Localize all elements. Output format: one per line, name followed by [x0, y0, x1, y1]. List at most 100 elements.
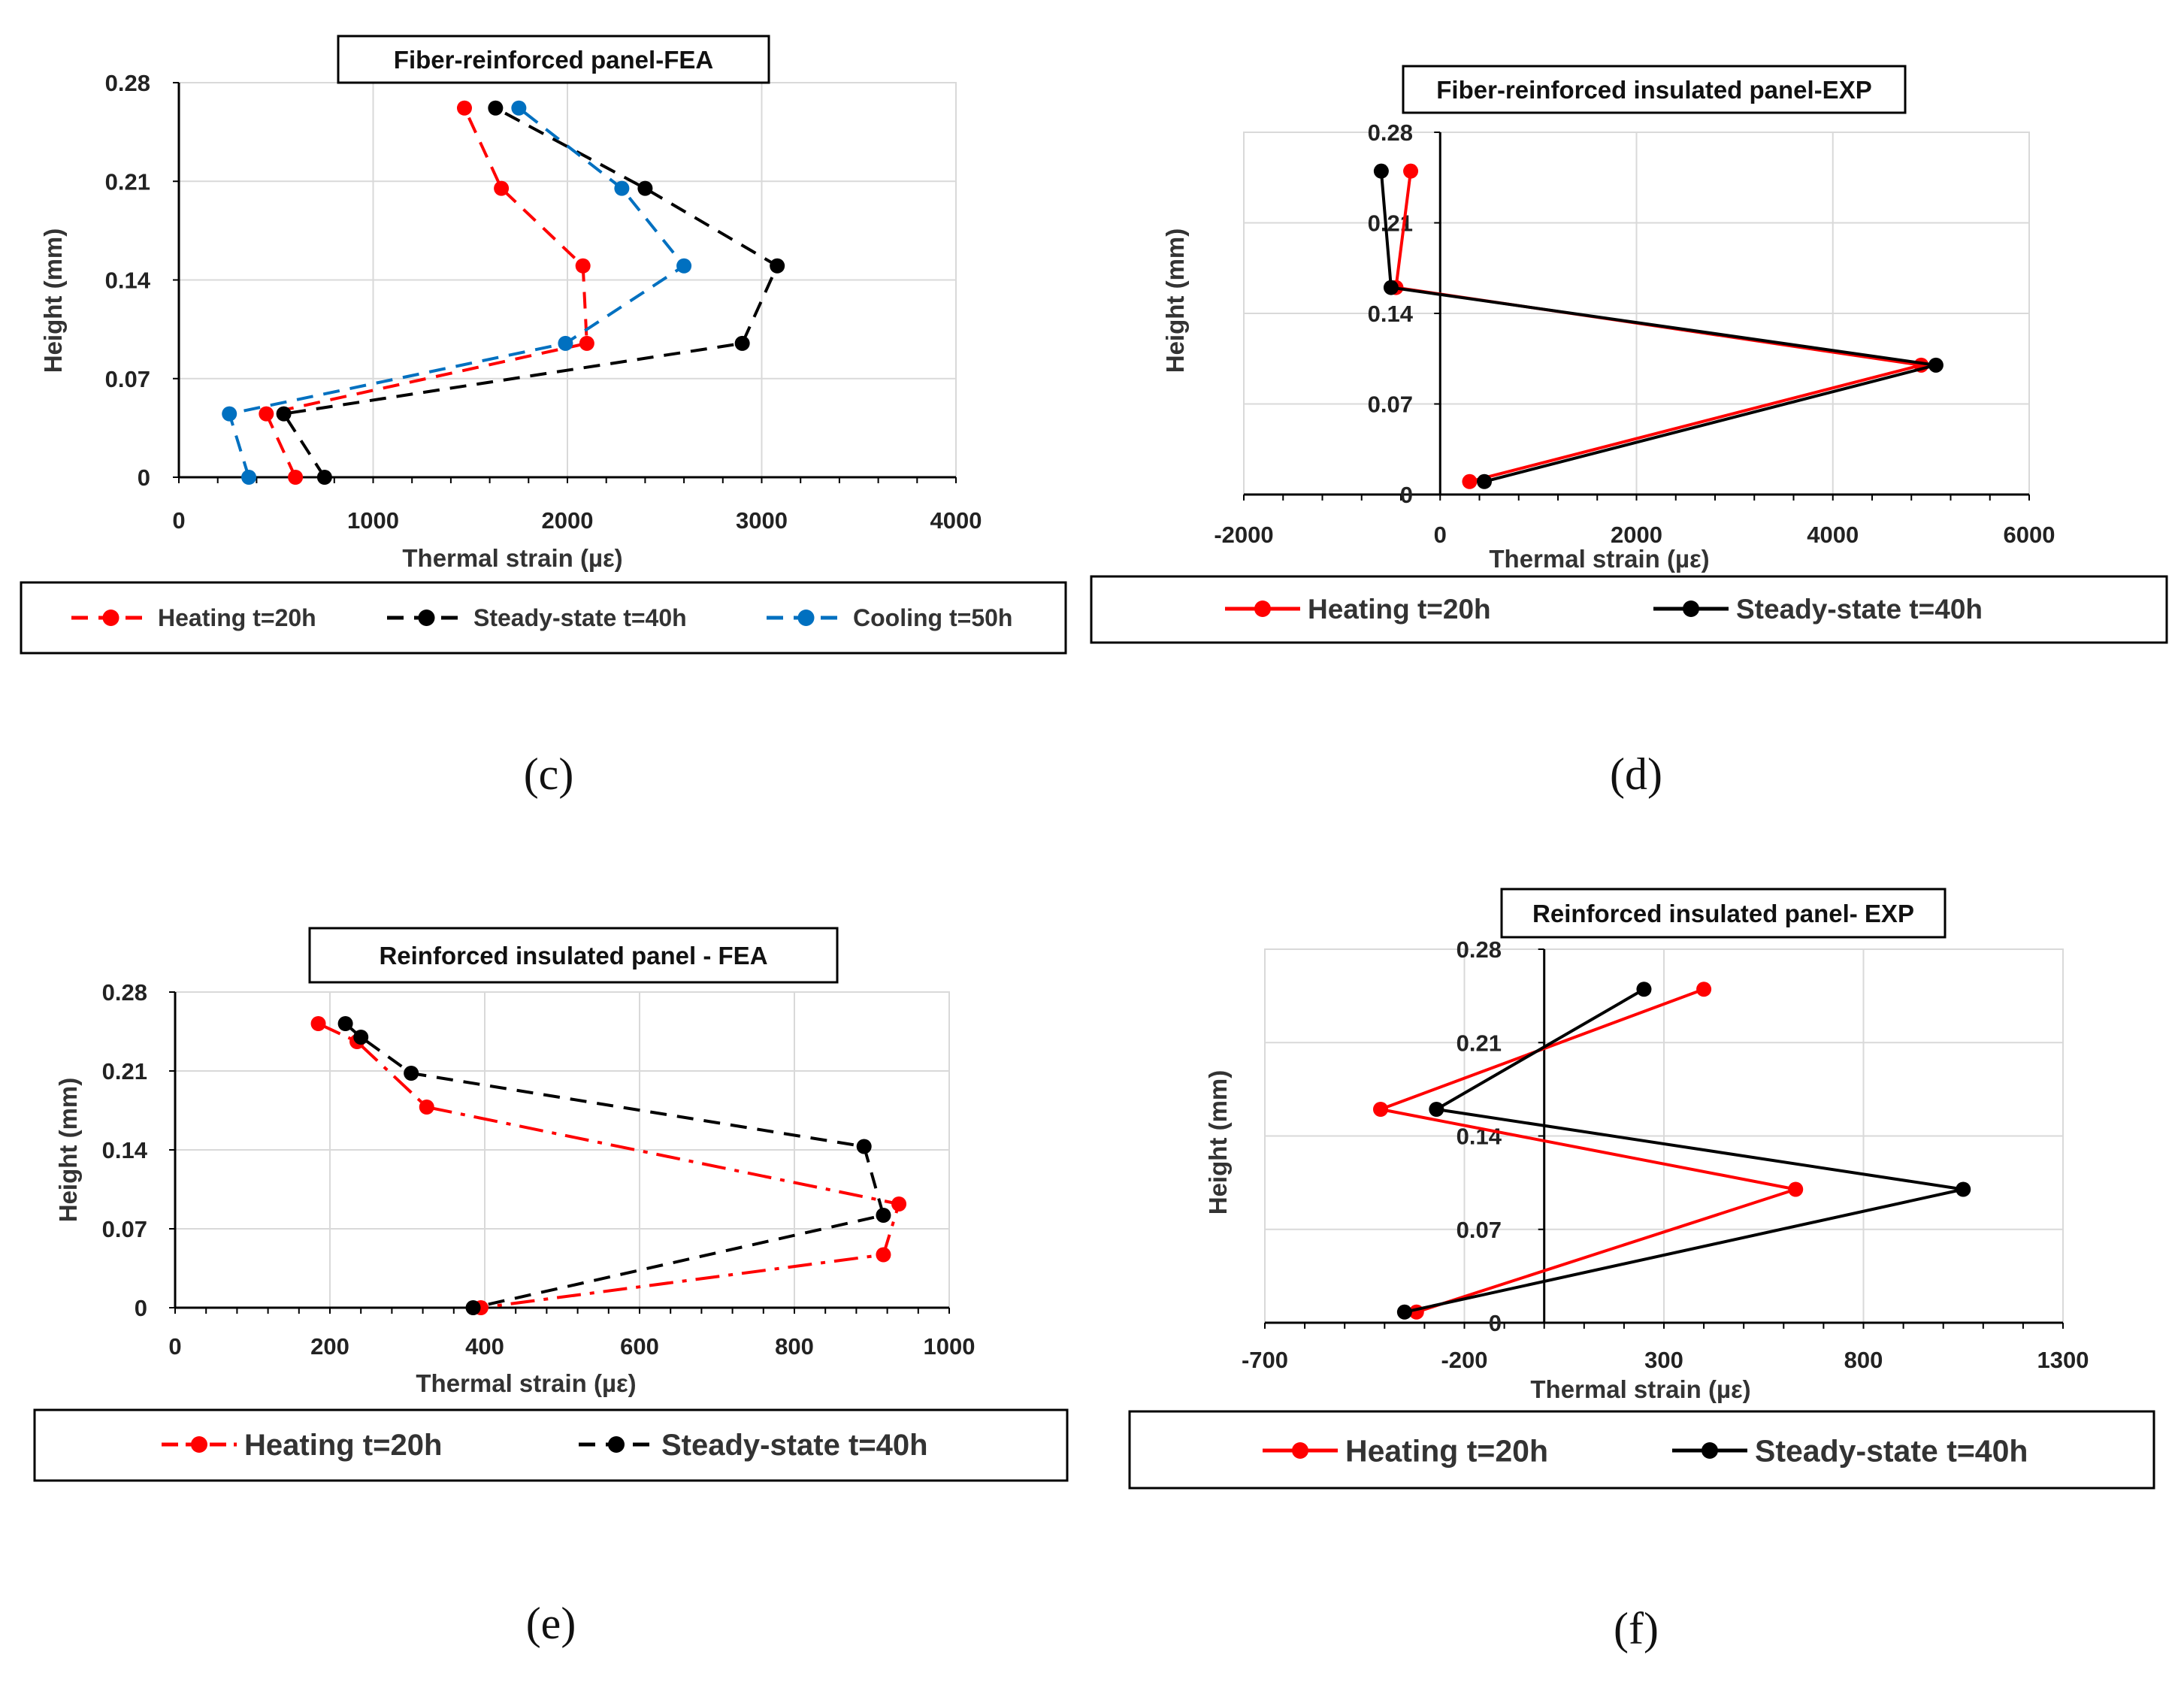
legend-marker	[1702, 1442, 1718, 1459]
chart-title: Fiber-reinforced insulated panel-EXP	[1436, 76, 1871, 104]
y-tick-label: 0.14	[102, 1137, 148, 1163]
legend-marker	[102, 610, 119, 626]
series-line-0	[317, 1022, 901, 1309]
legend-label: Heating t=20h	[1345, 1433, 1548, 1468]
data-point	[1396, 1304, 1412, 1320]
data-point	[494, 180, 510, 196]
y-tick-label: 0.28	[1457, 936, 1502, 963]
x-tick-label: 4000	[1807, 522, 1859, 548]
data-point	[310, 1016, 326, 1031]
y-tick-label: 0.28	[1368, 119, 1413, 146]
series-line-1	[282, 106, 779, 479]
x-tick-label: 3000	[736, 507, 788, 534]
data-point	[1928, 357, 1944, 373]
y-tick-label: 0	[1489, 1310, 1502, 1336]
chart-f: -700 -200 300 800 130000.070.140.210.28Therm…	[1128, 888, 2155, 1653]
legend-label: Cooling t=50h	[853, 604, 1012, 631]
data-point	[575, 258, 591, 274]
data-point	[734, 335, 750, 351]
data-point	[579, 335, 594, 351]
y-tick-label: 0.14	[105, 268, 151, 294]
data-point	[465, 1300, 481, 1315]
x-tick-label: 200	[310, 1333, 349, 1360]
data-point	[856, 1139, 872, 1154]
data-point	[241, 470, 257, 485]
x-tick-label: 1000	[347, 507, 399, 534]
y-tick-label: 0.28	[102, 979, 147, 1006]
data-point	[876, 1208, 891, 1223]
panel-label: (f)	[1614, 1604, 1659, 1653]
x-tick-label: 0	[1434, 522, 1447, 548]
x-axis-title: Thermal strain (µε)	[402, 544, 622, 572]
data-point	[1403, 163, 1419, 179]
y-tick-label: 0	[135, 1295, 147, 1321]
y-tick-label: 0	[1400, 482, 1413, 508]
data-point	[876, 1247, 891, 1263]
chart-title-box	[1500, 888, 1947, 939]
y-tick-label: 0.07	[105, 366, 150, 392]
legend-label: Steady-state t=40h	[1736, 594, 1983, 625]
x-tick-label: -200	[1441, 1347, 1487, 1373]
legend-marker	[1683, 600, 1699, 617]
x-tick-label: 0	[168, 1333, 181, 1360]
legend-label: Steady-state t=40h	[473, 604, 687, 631]
panel-label: (c)	[524, 749, 574, 799]
legend-label: Heating t=20h	[1308, 594, 1491, 625]
series-line-2	[228, 107, 686, 478]
data-point	[1373, 163, 1389, 179]
data-point	[770, 258, 785, 274]
y-tick-label: 0.14	[1368, 301, 1414, 327]
legend-marker	[1292, 1442, 1308, 1459]
y-tick-label: 0.07	[1457, 1217, 1502, 1243]
chart-title: Fiber-reinforced panel-FEA	[394, 46, 713, 74]
x-tick-label: 6000	[2004, 522, 2055, 548]
x-tick-label: 400	[465, 1333, 504, 1360]
x-axis-title: Thermal strain (µε)	[1489, 545, 1709, 573]
series-line-1	[1404, 988, 1965, 1314]
legend-marker	[418, 610, 435, 626]
chart-title: Reinforced insulated panel- EXP	[1532, 900, 1914, 927]
x-tick-label: 1300	[2037, 1347, 2089, 1373]
data-point	[1636, 982, 1652, 997]
x-tick-label: 600	[620, 1333, 659, 1360]
y-axis-title: Height (mm)	[1161, 228, 1189, 374]
data-point	[1372, 1102, 1388, 1117]
chart-e: 0 200 400 600 800 1000 0 0.07 0.14 0.21 0.28 Therma…	[33, 927, 1069, 1648]
y-tick-label: 0	[138, 464, 150, 491]
data-point	[456, 100, 472, 116]
x-tick-label: 2000	[542, 507, 594, 534]
data-point	[1383, 280, 1399, 295]
data-point	[891, 1196, 907, 1212]
chart-title-box	[1402, 65, 1907, 114]
panel-label: (d)	[1610, 749, 1662, 799]
series-line-0	[1378, 988, 1798, 1314]
data-point	[1696, 982, 1712, 997]
data-point	[419, 1100, 434, 1115]
data-point	[222, 406, 237, 422]
chart-c: 0 1000 2000 3000 4000 0 0.07 0.14 0.21 0.28 Therma…	[20, 35, 1067, 799]
data-point	[488, 100, 504, 116]
chart-title: Reinforced insulated panel - FEA	[379, 942, 767, 970]
x-tick-label: -2000	[1214, 522, 1273, 548]
series-line-1	[1379, 171, 1937, 483]
data-point	[1477, 473, 1493, 489]
data-point	[511, 100, 527, 116]
data-point	[404, 1066, 419, 1081]
y-tick-label: 0.21	[102, 1058, 147, 1084]
data-point	[337, 1016, 353, 1031]
y-axis-title: Height (mm)	[39, 228, 67, 374]
x-tick-label: 800	[775, 1333, 814, 1360]
x-axis-title: Thermal strain (µε)	[416, 1369, 636, 1397]
y-tick-label: 0.21	[1457, 1030, 1502, 1056]
legend-label: Heating t=20h	[158, 604, 316, 631]
x-tick-label: 1000	[924, 1333, 976, 1360]
chart-title-box	[308, 927, 839, 984]
legend-marker	[797, 610, 815, 626]
series-line-0	[265, 107, 588, 478]
y-tick-label: 0.07	[102, 1216, 147, 1242]
data-point	[1429, 1102, 1444, 1117]
x-tick-label: 800	[1844, 1347, 1883, 1373]
data-point	[637, 180, 653, 196]
data-point	[1462, 473, 1478, 489]
